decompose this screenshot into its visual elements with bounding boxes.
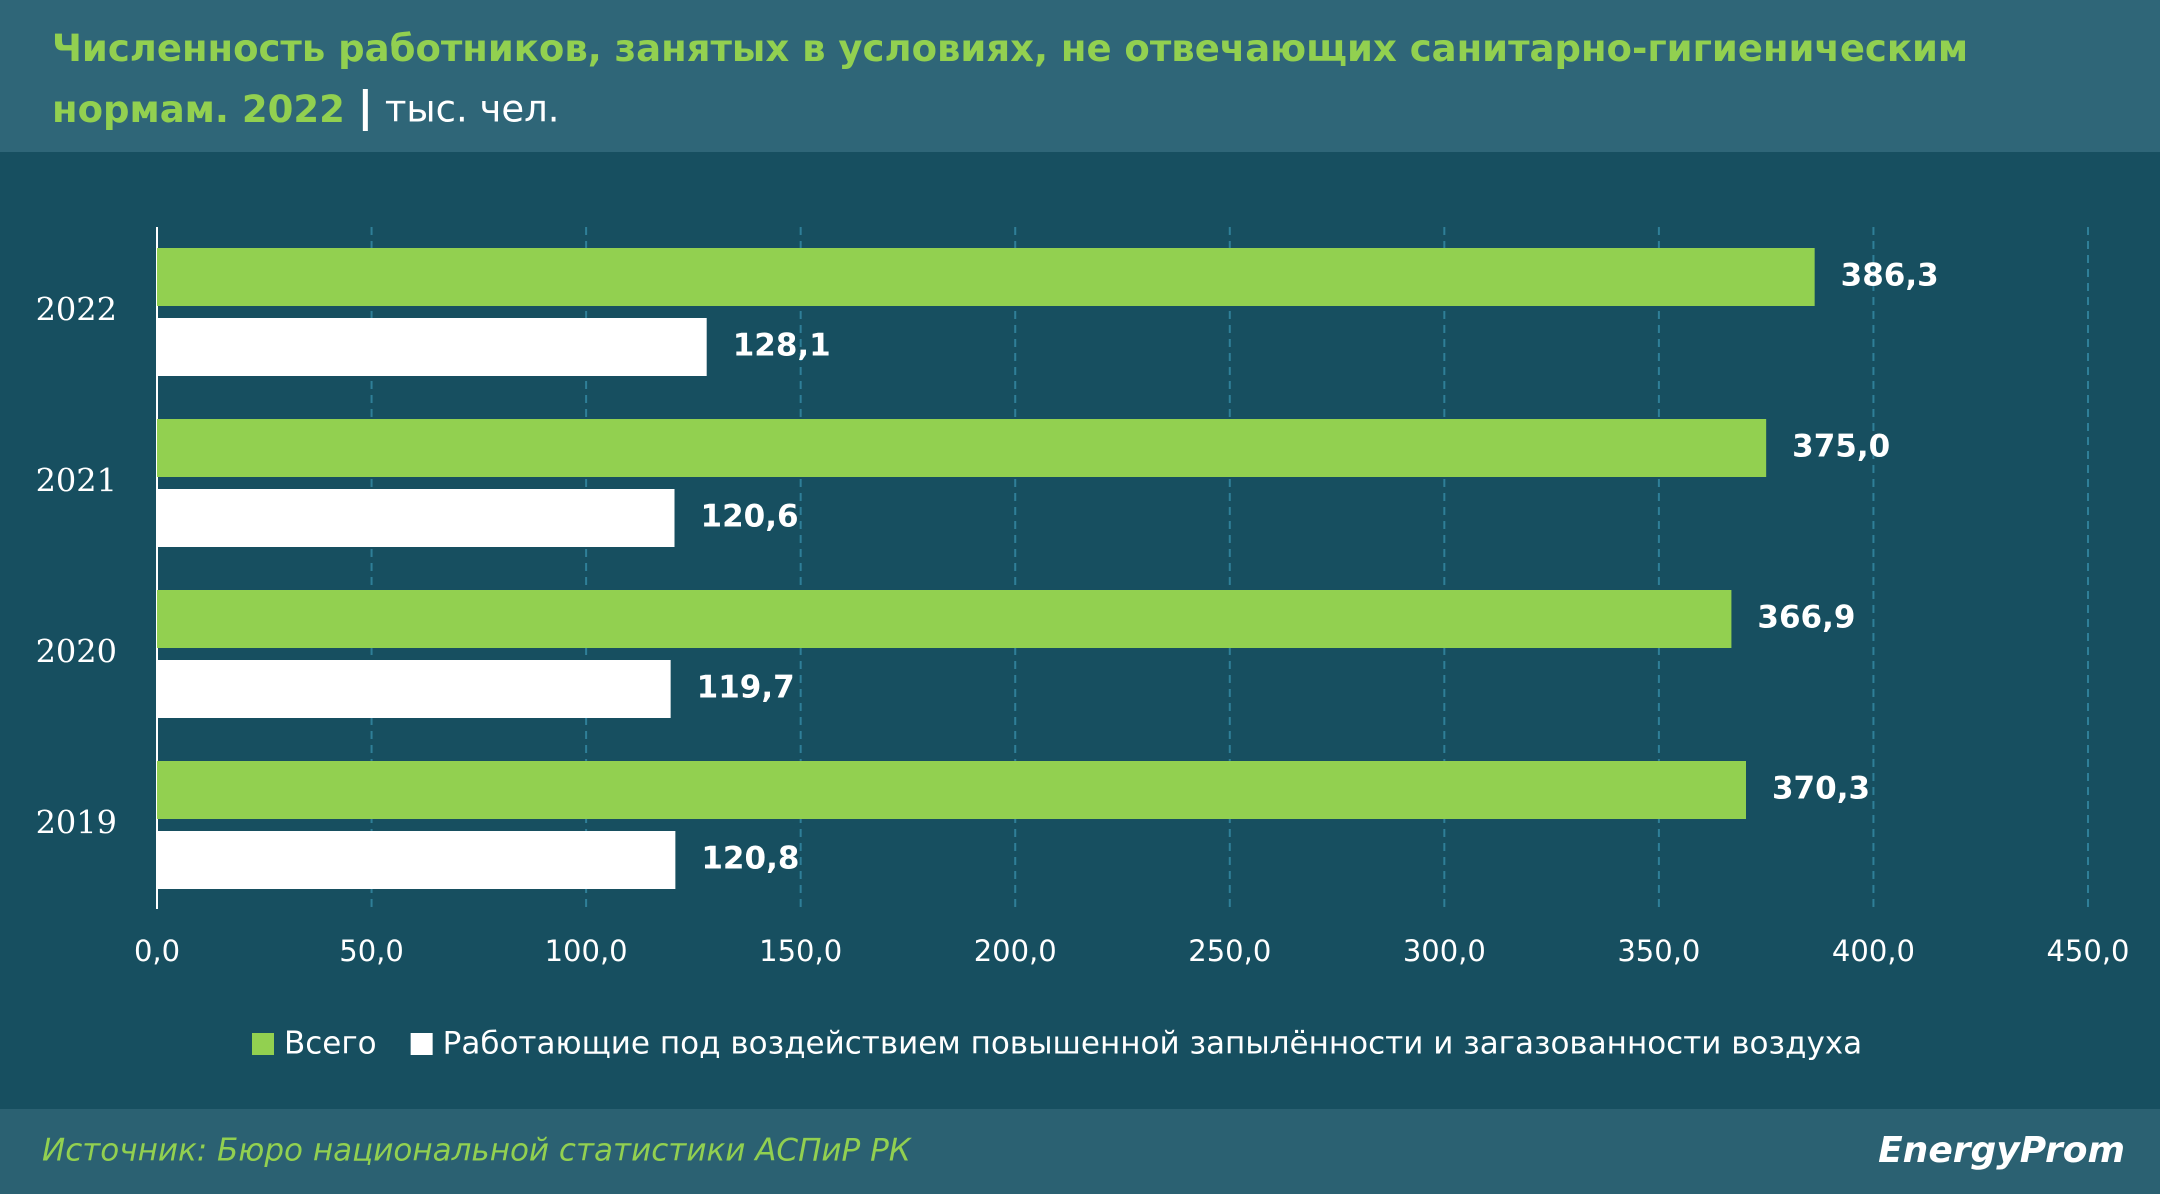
source: Источник: Бюро национальной статистики А… [42, 1133, 913, 1169]
x-tick-label: 100,0 [545, 934, 628, 968]
x-tick-label: 450,0 [2046, 934, 2129, 968]
bar [157, 419, 1767, 477]
title-separator [362, 89, 368, 131]
legend-label: Всего [284, 1026, 377, 1062]
value-label: 120,6 [701, 499, 799, 535]
bar [157, 831, 676, 889]
value-label: 370,3 [1772, 771, 1870, 807]
bar [157, 590, 1732, 648]
bar [157, 248, 1815, 306]
legend-swatch [410, 1033, 433, 1055]
legend-label: Работающие под воздействием повышенной з… [443, 1026, 1863, 1062]
x-tick-label: 400,0 [1832, 934, 1915, 968]
footer-band [0, 1109, 2160, 1194]
y-tick-label: 2021 [36, 462, 117, 500]
logo: EnergyProm [1878, 1130, 2125, 1171]
bar [157, 318, 707, 376]
header-band [0, 0, 2160, 152]
value-label: 366,9 [1757, 600, 1855, 636]
legend-swatch [252, 1033, 274, 1055]
y-tick-label: 2020 [36, 633, 117, 671]
value-label: 386,3 [1841, 258, 1939, 294]
bar [157, 489, 675, 547]
y-tick-label: 2022 [36, 291, 117, 329]
x-tick-label: 150,0 [759, 934, 842, 968]
x-tick-label: 350,0 [1617, 934, 1700, 968]
unit-label: тыс. чел. [385, 88, 560, 131]
x-tick-label: 50,0 [339, 934, 404, 968]
x-tick-label: 300,0 [1403, 934, 1486, 968]
value-label: 120,8 [701, 841, 799, 877]
x-tick-label: 200,0 [974, 934, 1057, 968]
value-label: 128,1 [733, 328, 831, 364]
y-tick-label: 2019 [36, 804, 117, 842]
bar [157, 761, 1746, 819]
value-label: 119,7 [697, 670, 795, 706]
value-label: 375,0 [1792, 429, 1890, 465]
bar [157, 660, 671, 718]
chart-title: Численность работников, занятых в услови… [52, 27, 1968, 131]
x-tick-label: 250,0 [1188, 934, 1271, 968]
x-tick-label: 0,0 [134, 934, 180, 968]
